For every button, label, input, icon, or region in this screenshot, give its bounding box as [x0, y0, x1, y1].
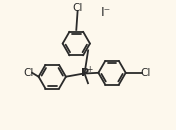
Text: P: P	[81, 69, 89, 78]
Text: Cl: Cl	[141, 68, 151, 78]
Text: +: +	[86, 65, 92, 74]
Text: Cl: Cl	[72, 4, 83, 13]
Text: Cl: Cl	[24, 68, 34, 78]
Text: I⁻: I⁻	[100, 6, 111, 19]
